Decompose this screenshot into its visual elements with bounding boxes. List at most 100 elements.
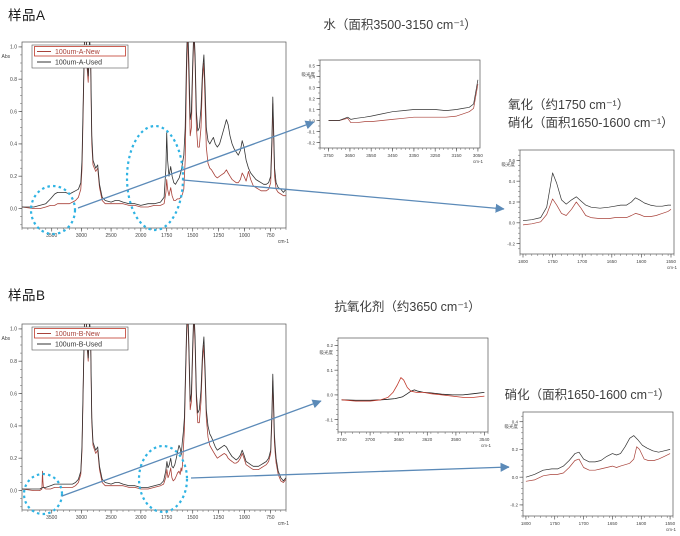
svg-text:3700: 3700 xyxy=(365,437,376,442)
y-axis: 1.0 0.8 0.6 0.4 0.2 0.0 xyxy=(10,45,22,226)
y-axis-label: 吸光度 xyxy=(320,349,334,356)
svg-text:0.4: 0.4 xyxy=(10,424,17,430)
y-axis-label: 吸光度 xyxy=(502,161,516,168)
svg-text:0.5: 0.5 xyxy=(309,63,316,68)
svg-text:1750: 1750 xyxy=(161,233,172,239)
antioxidant-zoom-chart: 3740 3700 3660 3620 3580 3540 cm-1 0.2 0.1 0.0 -0.… xyxy=(318,330,496,448)
svg-text:-0.2: -0.2 xyxy=(307,140,315,145)
y-axis: 0.4 0.2 0.0 -0.2 xyxy=(510,415,523,517)
svg-text:2000: 2000 xyxy=(135,515,146,521)
svg-text:0.4: 0.4 xyxy=(509,179,516,184)
svg-text:750: 750 xyxy=(266,233,275,239)
svg-text:1500: 1500 xyxy=(187,233,198,239)
plot-frame xyxy=(519,149,675,255)
x-axis-unit: cm-1 xyxy=(666,527,676,532)
svg-text:1750: 1750 xyxy=(548,259,559,264)
svg-text:0.6: 0.6 xyxy=(10,109,17,115)
svg-text:3540: 3540 xyxy=(479,437,490,442)
svg-text:1000: 1000 xyxy=(239,515,250,521)
svg-text:1000: 1000 xyxy=(239,233,250,239)
svg-text:0.1: 0.1 xyxy=(327,368,334,373)
svg-text:3000: 3000 xyxy=(76,515,87,521)
y-axis-label: Abs xyxy=(2,336,11,342)
antioxidant-callout-title: 抗氧化剂（约3650 cm⁻¹） xyxy=(334,300,481,314)
svg-text:1750: 1750 xyxy=(550,521,561,526)
svg-text:750: 750 xyxy=(266,515,275,521)
series-New xyxy=(522,198,672,226)
svg-text:-0.1: -0.1 xyxy=(325,417,333,422)
svg-text:100um-B-Used: 100um-B-Used xyxy=(55,342,102,349)
y-axis-label: Abs xyxy=(2,54,11,60)
svg-text:0.0: 0.0 xyxy=(327,393,334,398)
svg-text:1550: 1550 xyxy=(665,521,676,526)
plot-frame xyxy=(319,59,481,149)
sample-b-spectrum-chart: 3500 3000 2500 2000 1750 1500 1250 1000 750 cm-1 1… xyxy=(0,318,300,532)
svg-text:1800: 1800 xyxy=(518,259,529,264)
svg-text:0.0: 0.0 xyxy=(309,118,316,123)
svg-text:-0.2: -0.2 xyxy=(507,241,515,246)
series-Used xyxy=(522,172,671,222)
svg-text:3660: 3660 xyxy=(394,437,405,442)
nitration-callout-title: 硝化（面积1650-1600 cm⁻¹） xyxy=(504,388,671,402)
svg-text:1.0: 1.0 xyxy=(10,45,17,51)
svg-text:3150: 3150 xyxy=(451,153,462,158)
oxidation-nitration-callout-title: 氧化（约1750 cm⁻¹） 硝化（面积1650-1600 cm⁻¹） xyxy=(508,96,680,132)
svg-text:1650: 1650 xyxy=(607,521,618,526)
svg-text:0.0: 0.0 xyxy=(512,475,519,480)
svg-text:0.8: 0.8 xyxy=(10,77,17,83)
oxidation-nitration-zoom-chart: 1800 1750 1700 1650 1600 1550 cm-1 0.6 0.4 0.2 0.0… xyxy=(500,142,680,270)
plot-frame xyxy=(337,337,489,433)
svg-text:0.0: 0.0 xyxy=(10,488,17,494)
series-New xyxy=(341,377,485,402)
plot-frame xyxy=(21,41,287,229)
svg-text:3740: 3740 xyxy=(337,437,348,442)
svg-text:0.2: 0.2 xyxy=(10,174,17,180)
svg-text:0.3: 0.3 xyxy=(309,85,316,90)
water-callout-title: 水（面积3500-3150 cm⁻¹） xyxy=(323,18,477,32)
svg-text:0.2: 0.2 xyxy=(509,200,516,205)
plot-frame xyxy=(522,411,674,517)
series-Used xyxy=(328,79,479,121)
svg-text:0.6: 0.6 xyxy=(10,391,17,397)
x-axis-unit: cm-1 xyxy=(473,159,483,164)
svg-text:1800: 1800 xyxy=(521,521,532,526)
svg-text:1600: 1600 xyxy=(636,259,647,264)
svg-text:3050: 3050 xyxy=(473,153,484,158)
svg-text:3250: 3250 xyxy=(430,153,441,158)
sample-a-spectrum-chart: 3500 3000 2500 2000 1750 1500 1250 1000 750 cm-1 1… xyxy=(0,36,300,250)
series-New xyxy=(328,84,479,124)
plot-frame xyxy=(21,323,287,511)
svg-text:3750: 3750 xyxy=(323,153,334,158)
svg-text:100um-B-New: 100um-B-New xyxy=(55,331,101,338)
svg-text:1650: 1650 xyxy=(607,259,618,264)
svg-text:0.0: 0.0 xyxy=(509,221,516,226)
y-axis-label: 吸光度 xyxy=(302,71,316,78)
svg-text:100um-A-Used: 100um-A-Used xyxy=(55,60,102,67)
water-zoom-chart: 3750 3650 3550 3450 3350 3250 3150 3050 cm-1 0.5 0… xyxy=(300,52,485,177)
legend: 100um-B-New 100um-B-Used xyxy=(31,326,129,351)
svg-text:0.2: 0.2 xyxy=(309,96,316,101)
svg-text:0.4: 0.4 xyxy=(10,142,17,148)
svg-text:3580: 3580 xyxy=(451,437,462,442)
series-Used xyxy=(525,435,671,478)
svg-text:0.2: 0.2 xyxy=(512,447,519,452)
svg-text:3620: 3620 xyxy=(422,437,433,442)
svg-text:1500: 1500 xyxy=(187,515,198,521)
oxidation-title-line: 氧化（约1750 cm⁻¹） xyxy=(508,98,630,112)
svg-text:1600: 1600 xyxy=(636,521,647,526)
svg-text:3650: 3650 xyxy=(345,153,356,158)
svg-text:3000: 3000 xyxy=(76,233,87,239)
svg-text:2000: 2000 xyxy=(135,233,146,239)
x-axis-unit: cm-1 xyxy=(481,443,491,448)
svg-text:3500: 3500 xyxy=(46,515,57,521)
